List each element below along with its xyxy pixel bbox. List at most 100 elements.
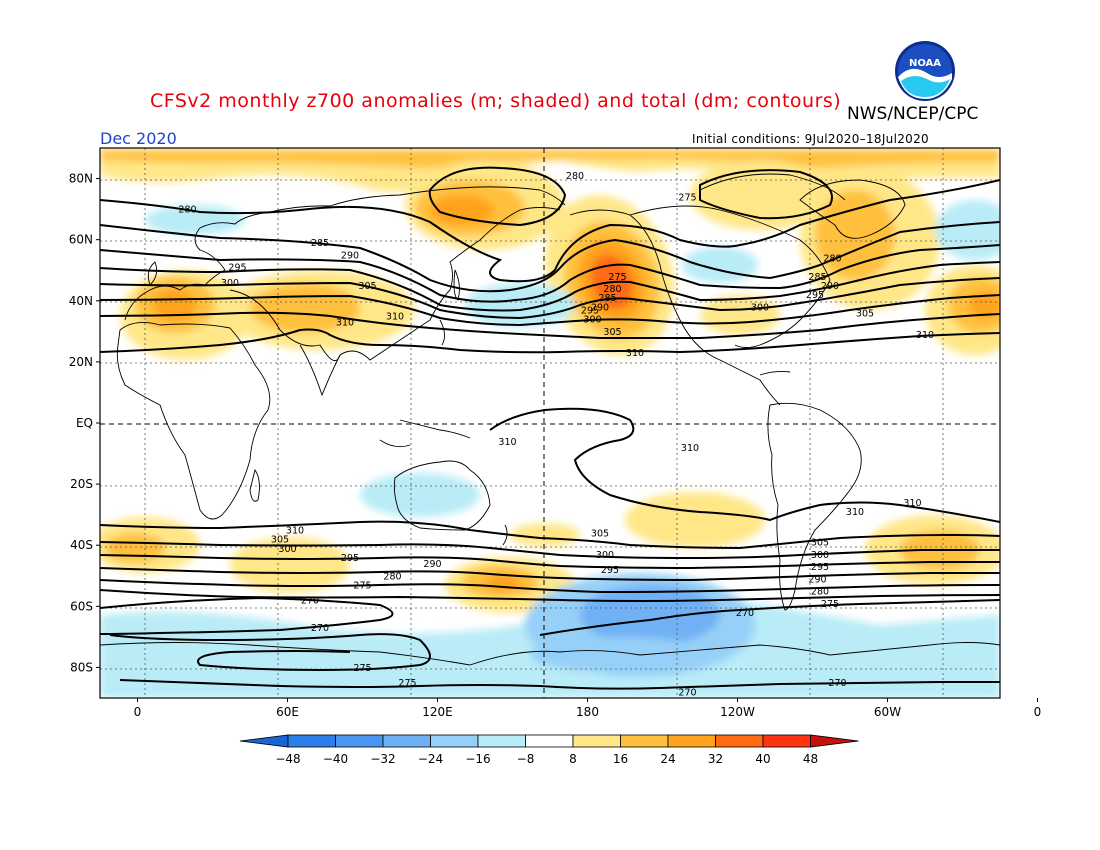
lon-label: 180 [576, 705, 599, 719]
colorbar: −48 −40 −32 −24 −16 −8 8 16 24 32 40 48 [239, 734, 859, 766]
contour-label: 270 [311, 623, 329, 634]
contour-label: 310 [286, 525, 304, 536]
contour-label: 270 [678, 687, 696, 698]
logo-text: NOAA [909, 58, 941, 69]
height-contours [100, 166, 1000, 690]
lat-label: EQ [76, 416, 93, 430]
contour-label: 270 [736, 608, 754, 619]
contour-label: 295 [601, 565, 619, 576]
contour-label: 310 [386, 312, 404, 323]
colorbar-segment [287, 734, 336, 748]
contour-label: 290 [341, 250, 359, 261]
lat-label: 60N [69, 233, 93, 247]
contour-label: 275 [678, 192, 696, 203]
contour-label: 280 [811, 587, 829, 598]
colorbar-label: −8 [517, 752, 535, 766]
coastlines [100, 173, 1000, 666]
contour-label: 305 [856, 309, 874, 320]
contour-label: 310 [903, 498, 921, 509]
contour-label: 290 [808, 574, 826, 585]
colorbar-label: 8 [569, 752, 577, 766]
colorbar-segment [430, 734, 479, 748]
colorbar-left-arrow [239, 734, 289, 748]
colorbar-segment [715, 734, 764, 748]
lat-label: 40S [70, 538, 93, 552]
contour-label: 305 [358, 281, 376, 292]
colorbar-label: 24 [660, 752, 675, 766]
colorbar-label: −48 [275, 752, 300, 766]
contour-label: 270 [828, 678, 846, 689]
contour-label: 305 [603, 327, 621, 338]
lon-label: 60E [276, 705, 299, 719]
contour-label: 275 [608, 272, 626, 283]
colorbar-right-arrow [810, 734, 859, 748]
contour-label: 310 [498, 437, 516, 448]
colorbar-label: 16 [613, 752, 628, 766]
initial-conditions: Initial conditions: 9Jul2020–18Jul2020 [692, 132, 929, 146]
colorbar-label: −16 [465, 752, 490, 766]
contour-label: 285 [808, 272, 826, 283]
lat-label: 60S [70, 599, 93, 613]
contour-label: 275 [821, 599, 839, 610]
contour-label: 285 [311, 238, 329, 249]
contour-label: 310 [336, 318, 354, 329]
lon-label: 120E [422, 705, 453, 719]
contour-label: 295 [228, 263, 246, 274]
contour-label: 305 [591, 529, 609, 540]
contour-label: 275 [353, 663, 371, 674]
forecast-month: Dec 2020 [100, 129, 177, 148]
colorbar-segment [382, 734, 431, 748]
colorbar-label: −24 [418, 752, 443, 766]
contour-label: 300 [278, 544, 296, 555]
contour-label: 295 [806, 290, 824, 301]
contour-label: 310 [681, 443, 699, 454]
contour-label: 290 [821, 281, 839, 292]
colorbar-segment [572, 734, 621, 748]
colorbar-segment [667, 734, 716, 748]
lon-label: 0 [1034, 705, 1042, 719]
contour-label: 310 [916, 330, 934, 341]
contour-label: 280 [823, 254, 841, 265]
lon-label: 60W [874, 705, 901, 719]
contour-label: 310 [626, 348, 644, 359]
colorbar-segment [477, 734, 526, 748]
colorbar-label: 32 [708, 752, 723, 766]
lat-label: 80S [70, 660, 93, 674]
lat-label: 20S [70, 477, 93, 491]
contour-label: 285 [598, 293, 616, 304]
contour-label: 295 [341, 553, 359, 564]
contour-label: 300 [583, 315, 601, 326]
lat-label: 20N [69, 355, 93, 369]
contour-label: 300 [221, 278, 239, 289]
contour-label: 275 [398, 678, 416, 689]
contour-label: 280 [603, 284, 621, 295]
contour-label: 290 [591, 302, 609, 313]
longitude-labels: 0 60E 120E 180 120W 60W 0 [134, 698, 1042, 719]
contour-label: 305 [271, 535, 289, 546]
colorbar-label: −32 [370, 752, 395, 766]
colorbar-segment [335, 734, 384, 748]
contour-label: 300 [811, 550, 829, 561]
anomaly-shading [100, 148, 1000, 698]
colorbar-segment [525, 734, 574, 748]
contour-label: 305 [811, 538, 829, 549]
colorbar-label: 48 [803, 752, 818, 766]
colorbar-label: 40 [755, 752, 770, 766]
contour-label: 295 [811, 562, 829, 573]
contour-label: 280 [383, 571, 401, 582]
noaa-logo-icon: NOAA [895, 41, 955, 101]
contour-label: 275 [353, 580, 371, 591]
contour-label: 300 [596, 550, 614, 561]
lat-label: 40N [69, 294, 93, 308]
contour-label: 280 [566, 171, 584, 182]
contour-label: 290 [423, 559, 441, 570]
lat-label: 80N [69, 172, 93, 186]
latitude-labels: 80N 60N 40N 20N EQ 20S 40S 60S 80S [69, 172, 100, 674]
contour-label: 295 [581, 305, 599, 316]
colorbar-label: −40 [323, 752, 348, 766]
agency-label: NWS/NCEP/CPC [847, 104, 979, 124]
contour-label: 270 [301, 596, 319, 607]
lon-label: 120W [720, 705, 755, 719]
